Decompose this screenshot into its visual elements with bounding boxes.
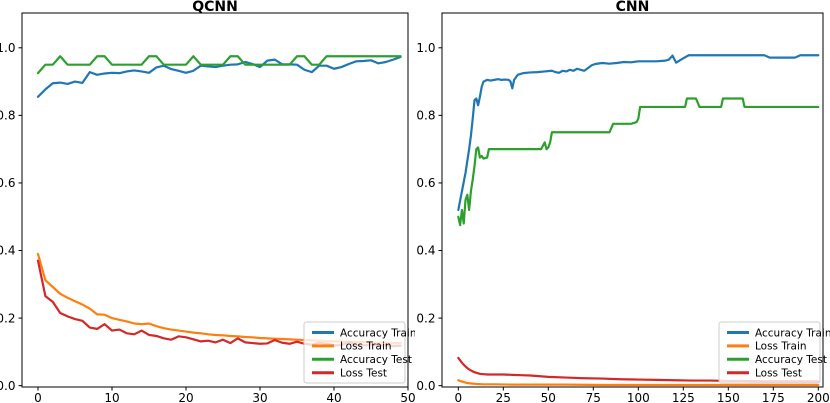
x-tick-label: 25 — [496, 391, 511, 403]
cnn-chart: CNN 0 25 50 75 100 125 150 175 200 0.0 0.2 0.4 0.6 0.… — [415, 0, 830, 403]
x-tick-label: 30 — [252, 391, 267, 403]
cnn-title: CNN — [615, 0, 650, 15]
y-tick-label: 0.4 — [416, 244, 435, 258]
x-tick-label: 40 — [326, 391, 341, 403]
legend-box — [303, 321, 406, 384]
series-line-accuracy-train — [457, 54, 820, 212]
series-line-loss-train — [457, 379, 820, 387]
y-tick-label: 1.0 — [416, 41, 435, 55]
series-line-accuracy-test — [36, 55, 402, 75]
x-tick-label: 50 — [400, 391, 415, 403]
y-tick-label: 0.4 — [0, 244, 16, 258]
legend-box — [718, 321, 821, 384]
axes-spines — [21, 12, 409, 388]
series-line-accuracy-test — [457, 97, 820, 227]
y-tick-label: 0.6 — [416, 176, 435, 190]
x-tick-label: 20 — [178, 391, 193, 403]
legend-label-accuracy-test: Accuracy Test — [755, 354, 827, 366]
qcnn-title: QCNN — [192, 0, 238, 15]
x-tick-label: 0 — [454, 391, 462, 403]
legend-label-loss-test: Loss Test — [340, 368, 387, 380]
cnn-plot: 0 25 50 75 100 125 150 175 200 0.0 0.2 0.4 0.6 0.8 1.0… — [416, 12, 830, 403]
x-tick-label: 150 — [717, 391, 740, 403]
y-tick-label: 0.0 — [0, 379, 16, 393]
y-tick-label: 0.6 — [0, 176, 16, 190]
x-tick-label: 200 — [807, 391, 830, 403]
y-tick-label: 0.2 — [416, 311, 435, 325]
y-tick-label: 0.8 — [0, 109, 16, 123]
y-tick-label: 0.8 — [416, 109, 435, 123]
x-tick-label: 10 — [104, 391, 119, 403]
x-tick-label: 175 — [762, 391, 785, 403]
legend-label-accuracy-train: Accuracy Train — [755, 327, 830, 339]
axes-spines — [441, 12, 824, 388]
qcnn-chart: QCNN 0 10 20 30 40 50 0.0 0.2 0.4 0.6 0.8 1.0 Accura… — [0, 0, 415, 403]
x-tick-label: 125 — [672, 391, 695, 403]
x-tick-label: 75 — [586, 391, 601, 403]
x-tick-label: 50 — [541, 391, 556, 403]
series-line-accuracy-train — [36, 55, 402, 98]
legend-label-loss-train: Loss Train — [340, 341, 392, 353]
qcnn-plot: 0 10 20 30 40 50 0.0 0.2 0.4 0.6 0.8 1.0 Accuracy Tr… — [0, 12, 415, 403]
legend-label-accuracy-train: Accuracy Train — [340, 327, 415, 339]
x-tick-label: 0 — [34, 391, 42, 403]
y-tick-label: 0.2 — [0, 311, 16, 325]
y-tick-label: 0.0 — [416, 379, 435, 393]
legend-label-loss-train: Loss Train — [755, 341, 807, 353]
y-tick-label: 1.0 — [0, 41, 16, 55]
legend-label-loss-test: Loss Test — [755, 368, 802, 380]
legend-label-accuracy-test: Accuracy Test — [340, 354, 412, 366]
x-tick-label: 100 — [627, 391, 650, 403]
